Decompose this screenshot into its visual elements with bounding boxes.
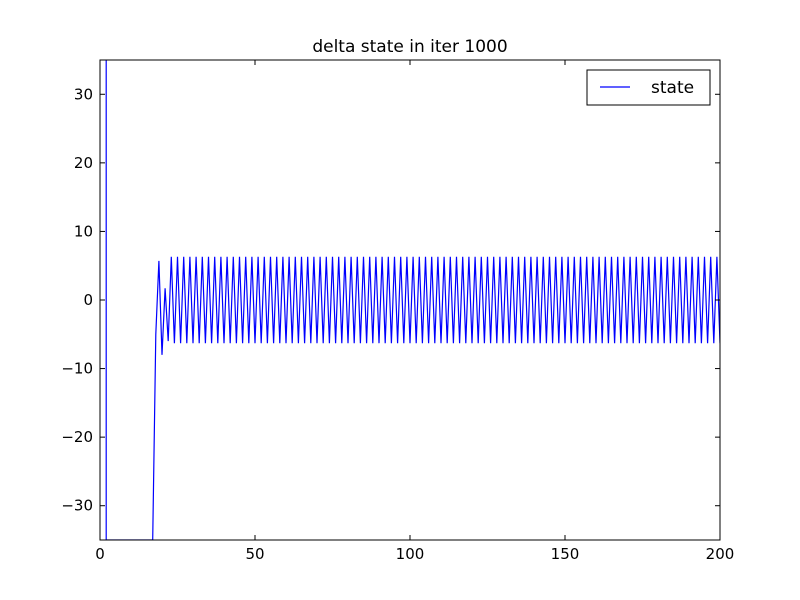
y-tick-label: 30 (74, 85, 93, 103)
ticks-layer: 0 50 100 150 200 −30 −20 −10 0 10 20 30 (61, 60, 734, 563)
y-tick-label: −10 (61, 360, 93, 378)
y-tick-label: 20 (74, 154, 93, 172)
y-tick-label: −30 (61, 497, 93, 515)
plot-frame (99, 59, 721, 541)
x-tick-label: 50 (245, 545, 264, 563)
chart-title: delta state in iter 1000 (312, 37, 507, 57)
legend-label-state: state (651, 78, 694, 98)
x-tick-label: 150 (551, 545, 580, 563)
x-tick-label: 100 (396, 545, 425, 563)
y-tick-label: 0 (83, 291, 93, 309)
x-tick-label: 200 (706, 545, 735, 563)
legend: state (586, 69, 711, 106)
series-line-state (105, 60, 720, 540)
x-tick-label: 0 (95, 545, 105, 563)
y-tick-label: −20 (61, 428, 93, 446)
y-tick-label: 10 (74, 222, 93, 240)
series-layer (105, 60, 720, 540)
